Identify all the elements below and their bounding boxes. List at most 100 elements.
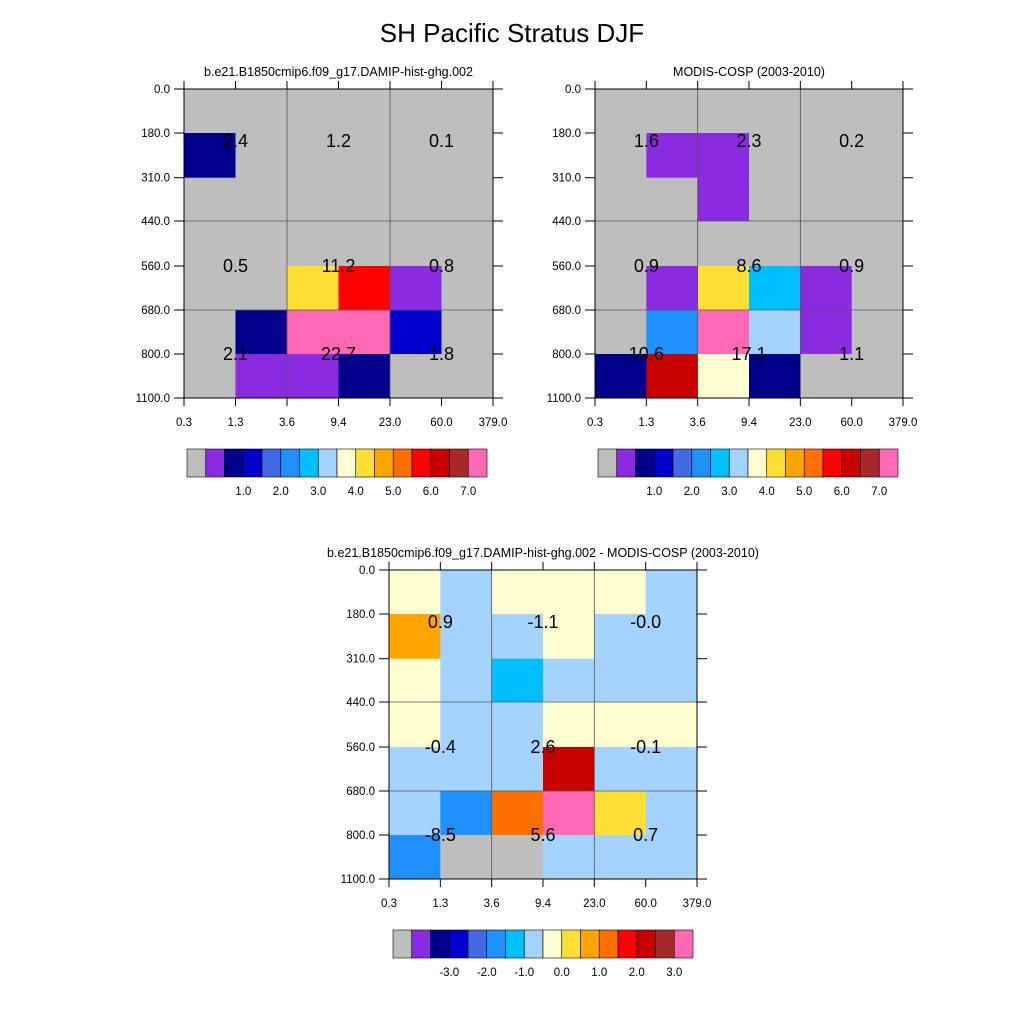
colorbar-tick-label: 3.0 bbox=[666, 967, 682, 979]
panel-3: b.e21.B1850cmip6.f09_g17.DAMIP-hist-ghg.… bbox=[327, 546, 759, 979]
colorbar-swatch bbox=[747, 448, 768, 478]
heatmap-cell bbox=[440, 747, 493, 792]
heatmap-cell bbox=[287, 354, 339, 399]
colorbar-tick-label: 3.0 bbox=[721, 486, 737, 498]
heatmap-cell bbox=[390, 266, 442, 311]
heatmap-cell bbox=[594, 614, 647, 660]
colorbar-swatch bbox=[561, 929, 581, 959]
x-tick-label: 23.0 bbox=[379, 417, 401, 429]
colorbar-swatch bbox=[616, 448, 636, 478]
colorbar-swatch bbox=[822, 448, 843, 478]
colorbar-tick-label: 6.0 bbox=[834, 486, 850, 498]
colorbar-swatch bbox=[449, 448, 469, 478]
y-tick-label: 310.0 bbox=[141, 173, 170, 185]
heatmap-cell bbox=[441, 266, 494, 311]
heatmap-cell bbox=[646, 89, 699, 134]
heatmap-cell bbox=[235, 266, 288, 311]
heatmap-cell bbox=[645, 614, 698, 660]
heatmap-cell bbox=[646, 266, 699, 311]
block-value-label: 2.4 bbox=[223, 131, 248, 151]
colorbar-tick-label: -3.0 bbox=[439, 967, 459, 979]
colorbar-swatch bbox=[242, 448, 263, 478]
heatmap-cell bbox=[646, 310, 699, 355]
heatmap-cell bbox=[184, 310, 236, 355]
colorbar-swatch bbox=[710, 448, 730, 478]
colorbar-swatch bbox=[186, 448, 207, 478]
heatmap-cell bbox=[594, 791, 647, 836]
heatmap-cell bbox=[749, 177, 801, 222]
heatmap-cell bbox=[594, 570, 647, 615]
heatmap-cell bbox=[595, 354, 647, 399]
heatmap-cell bbox=[389, 702, 441, 748]
colorbar-swatch bbox=[766, 448, 786, 478]
heatmap-cell bbox=[440, 791, 493, 836]
block-value-label: 10.6 bbox=[629, 344, 664, 364]
heatmap-cell bbox=[646, 133, 699, 179]
block-value-label: 22.7 bbox=[321, 344, 356, 364]
colorbar-swatch bbox=[617, 929, 638, 959]
block-value-label: 1.2 bbox=[326, 131, 351, 151]
heatmap-cell bbox=[645, 835, 698, 880]
x-tick-label: 379.0 bbox=[889, 417, 918, 429]
colorbar-swatch bbox=[317, 448, 338, 478]
colorbar-swatch bbox=[411, 448, 432, 478]
block-value-label: 11.2 bbox=[322, 256, 356, 276]
heatmap-cell bbox=[595, 266, 647, 311]
block-value-label: 1.8 bbox=[429, 344, 454, 364]
y-tick-label: 800.0 bbox=[346, 830, 375, 842]
heatmap-cell bbox=[338, 266, 391, 311]
colorbar-swatch bbox=[542, 929, 563, 959]
block-value-label: 1.6 bbox=[634, 131, 659, 151]
colorbar-tick-label: 0.0 bbox=[554, 967, 570, 979]
y-tick-label: 0.0 bbox=[154, 84, 170, 96]
x-tick-label: 3.6 bbox=[279, 417, 295, 429]
heatmap-cell bbox=[440, 570, 493, 615]
x-tick-label: 23.0 bbox=[583, 898, 605, 910]
colorbar-tick-label: 2.0 bbox=[273, 486, 289, 498]
x-tick-label: 3.6 bbox=[484, 898, 500, 910]
y-tick-label: 1100.0 bbox=[136, 393, 170, 405]
heatmap-cell bbox=[646, 354, 699, 399]
heatmap-cell bbox=[851, 89, 904, 134]
colorbar-swatch bbox=[336, 448, 357, 478]
heatmap-cell bbox=[800, 221, 853, 267]
heatmap-cell bbox=[184, 133, 236, 179]
colorbar-swatch bbox=[355, 448, 375, 478]
heatmap-cell bbox=[441, 89, 494, 134]
x-tick-label: 60.0 bbox=[840, 417, 862, 429]
y-tick-label: 440.0 bbox=[346, 697, 375, 709]
colorbar-swatch bbox=[261, 448, 282, 478]
heatmap-cell bbox=[184, 89, 236, 134]
heatmap-cell bbox=[235, 133, 288, 179]
colorbar-tick-label: 7.0 bbox=[871, 486, 887, 498]
colorbar-swatch bbox=[636, 929, 656, 959]
heatmap-cell bbox=[441, 310, 494, 355]
block-value-label: -0.1 bbox=[630, 737, 661, 757]
heatmap-cell bbox=[491, 791, 544, 836]
y-tick-label: 310.0 bbox=[346, 654, 375, 666]
heatmap-cell bbox=[543, 614, 595, 660]
panel-title: b.e21.B1850cmip6.f09_g17.DAMIP-hist-ghg.… bbox=[327, 546, 759, 560]
x-tick-label: 1.3 bbox=[432, 898, 448, 910]
main-title: SH Pacific Stratus DJF bbox=[379, 18, 645, 48]
panel-1: b.e21.B1850cmip6.f09_g17.DAMIP-hist-ghg.… bbox=[136, 65, 508, 498]
block-value-label: 2.1 bbox=[223, 344, 248, 364]
x-tick-label: 0.3 bbox=[587, 417, 603, 429]
colorbar-swatch bbox=[392, 448, 413, 478]
heatmap-cell bbox=[441, 177, 494, 222]
heatmap-cell bbox=[851, 133, 904, 179]
heatmap-cell bbox=[595, 133, 647, 179]
colorbar-swatch bbox=[635, 448, 655, 478]
heatmap-cell bbox=[390, 89, 442, 134]
heatmap-cell bbox=[645, 702, 698, 748]
colorbar-swatch bbox=[655, 929, 675, 959]
y-tick-label: 560.0 bbox=[552, 261, 581, 273]
colorbar-tick-label: 4.0 bbox=[759, 486, 775, 498]
colorbar-tick-label: 2.0 bbox=[629, 967, 645, 979]
colorbar-swatch bbox=[486, 929, 506, 959]
block-value-label: 0.2 bbox=[839, 131, 864, 151]
y-tick-label: 1100.0 bbox=[341, 874, 375, 886]
heatmap-cell bbox=[800, 354, 853, 399]
heatmap-cell bbox=[543, 570, 595, 615]
